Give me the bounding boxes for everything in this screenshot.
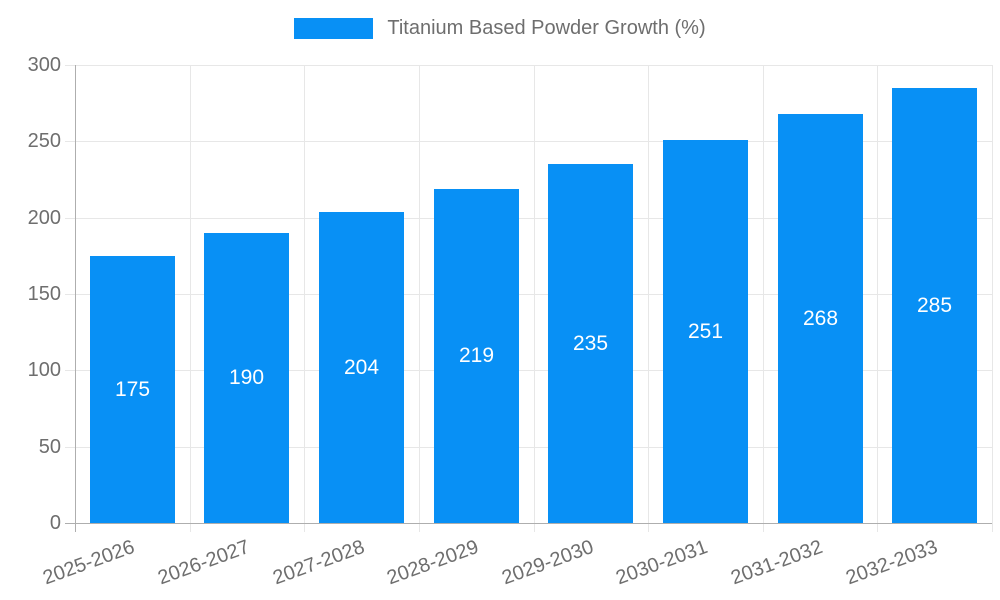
legend-label: Titanium Based Powder Growth (%) <box>387 17 706 39</box>
y-axis-tick-label: 150 <box>27 283 61 305</box>
y-axis-tick-label: 200 <box>27 207 61 229</box>
x-gridline <box>648 65 649 523</box>
legend-swatch-icon <box>294 18 374 39</box>
y-gridline <box>65 65 992 66</box>
bar <box>434 189 519 523</box>
x-gridline <box>534 65 535 523</box>
x-axis-tick <box>763 523 764 532</box>
x-gridline <box>763 65 764 523</box>
bar <box>204 233 289 523</box>
x-axis-tick-label: 2026-2027 <box>155 535 253 590</box>
x-gridline <box>304 65 305 523</box>
x-axis-line <box>65 523 992 524</box>
x-axis-tick-label: 2025-2026 <box>40 535 138 590</box>
y-axis-tick-label: 50 <box>38 436 61 458</box>
x-axis-tick-label: 2031-2032 <box>728 535 826 590</box>
y-gridline <box>65 370 992 371</box>
y-gridline <box>65 141 992 142</box>
x-axis-tick <box>304 523 305 532</box>
x-axis-tick <box>648 523 649 532</box>
x-gridline <box>877 65 878 523</box>
x-axis-tick-label: 2030-2031 <box>613 535 711 590</box>
y-axis-tick-label: 300 <box>27 54 61 76</box>
bar <box>548 164 633 523</box>
x-axis-tick <box>419 523 420 532</box>
x-axis-tick <box>534 523 535 532</box>
y-axis-tick-label: 100 <box>27 359 61 381</box>
x-gridline <box>419 65 420 523</box>
x-axis-tick-label: 2027-2028 <box>270 535 368 590</box>
x-axis-tick <box>190 523 191 532</box>
bar <box>892 88 977 523</box>
bar <box>319 212 404 523</box>
bar <box>778 114 863 523</box>
y-gridline <box>65 218 992 219</box>
x-axis-tick-label: 2032-2033 <box>843 535 941 590</box>
y-axis-tick-label: 250 <box>27 130 61 152</box>
bar <box>663 140 748 523</box>
chart-legend[interactable]: Titanium Based Powder Growth (%) <box>0 17 1000 40</box>
x-gridline <box>992 65 993 523</box>
y-gridline <box>65 294 992 295</box>
x-axis-tick <box>992 523 993 532</box>
y-gridline <box>65 447 992 448</box>
x-axis-tick <box>877 523 878 532</box>
bar <box>90 256 175 523</box>
y-axis-line <box>75 65 76 532</box>
x-gridline <box>190 65 191 523</box>
x-axis-tick-label: 2028-2029 <box>384 535 482 590</box>
y-axis-tick-label: 0 <box>49 512 61 534</box>
x-axis-tick-label: 2029-2030 <box>499 535 597 590</box>
